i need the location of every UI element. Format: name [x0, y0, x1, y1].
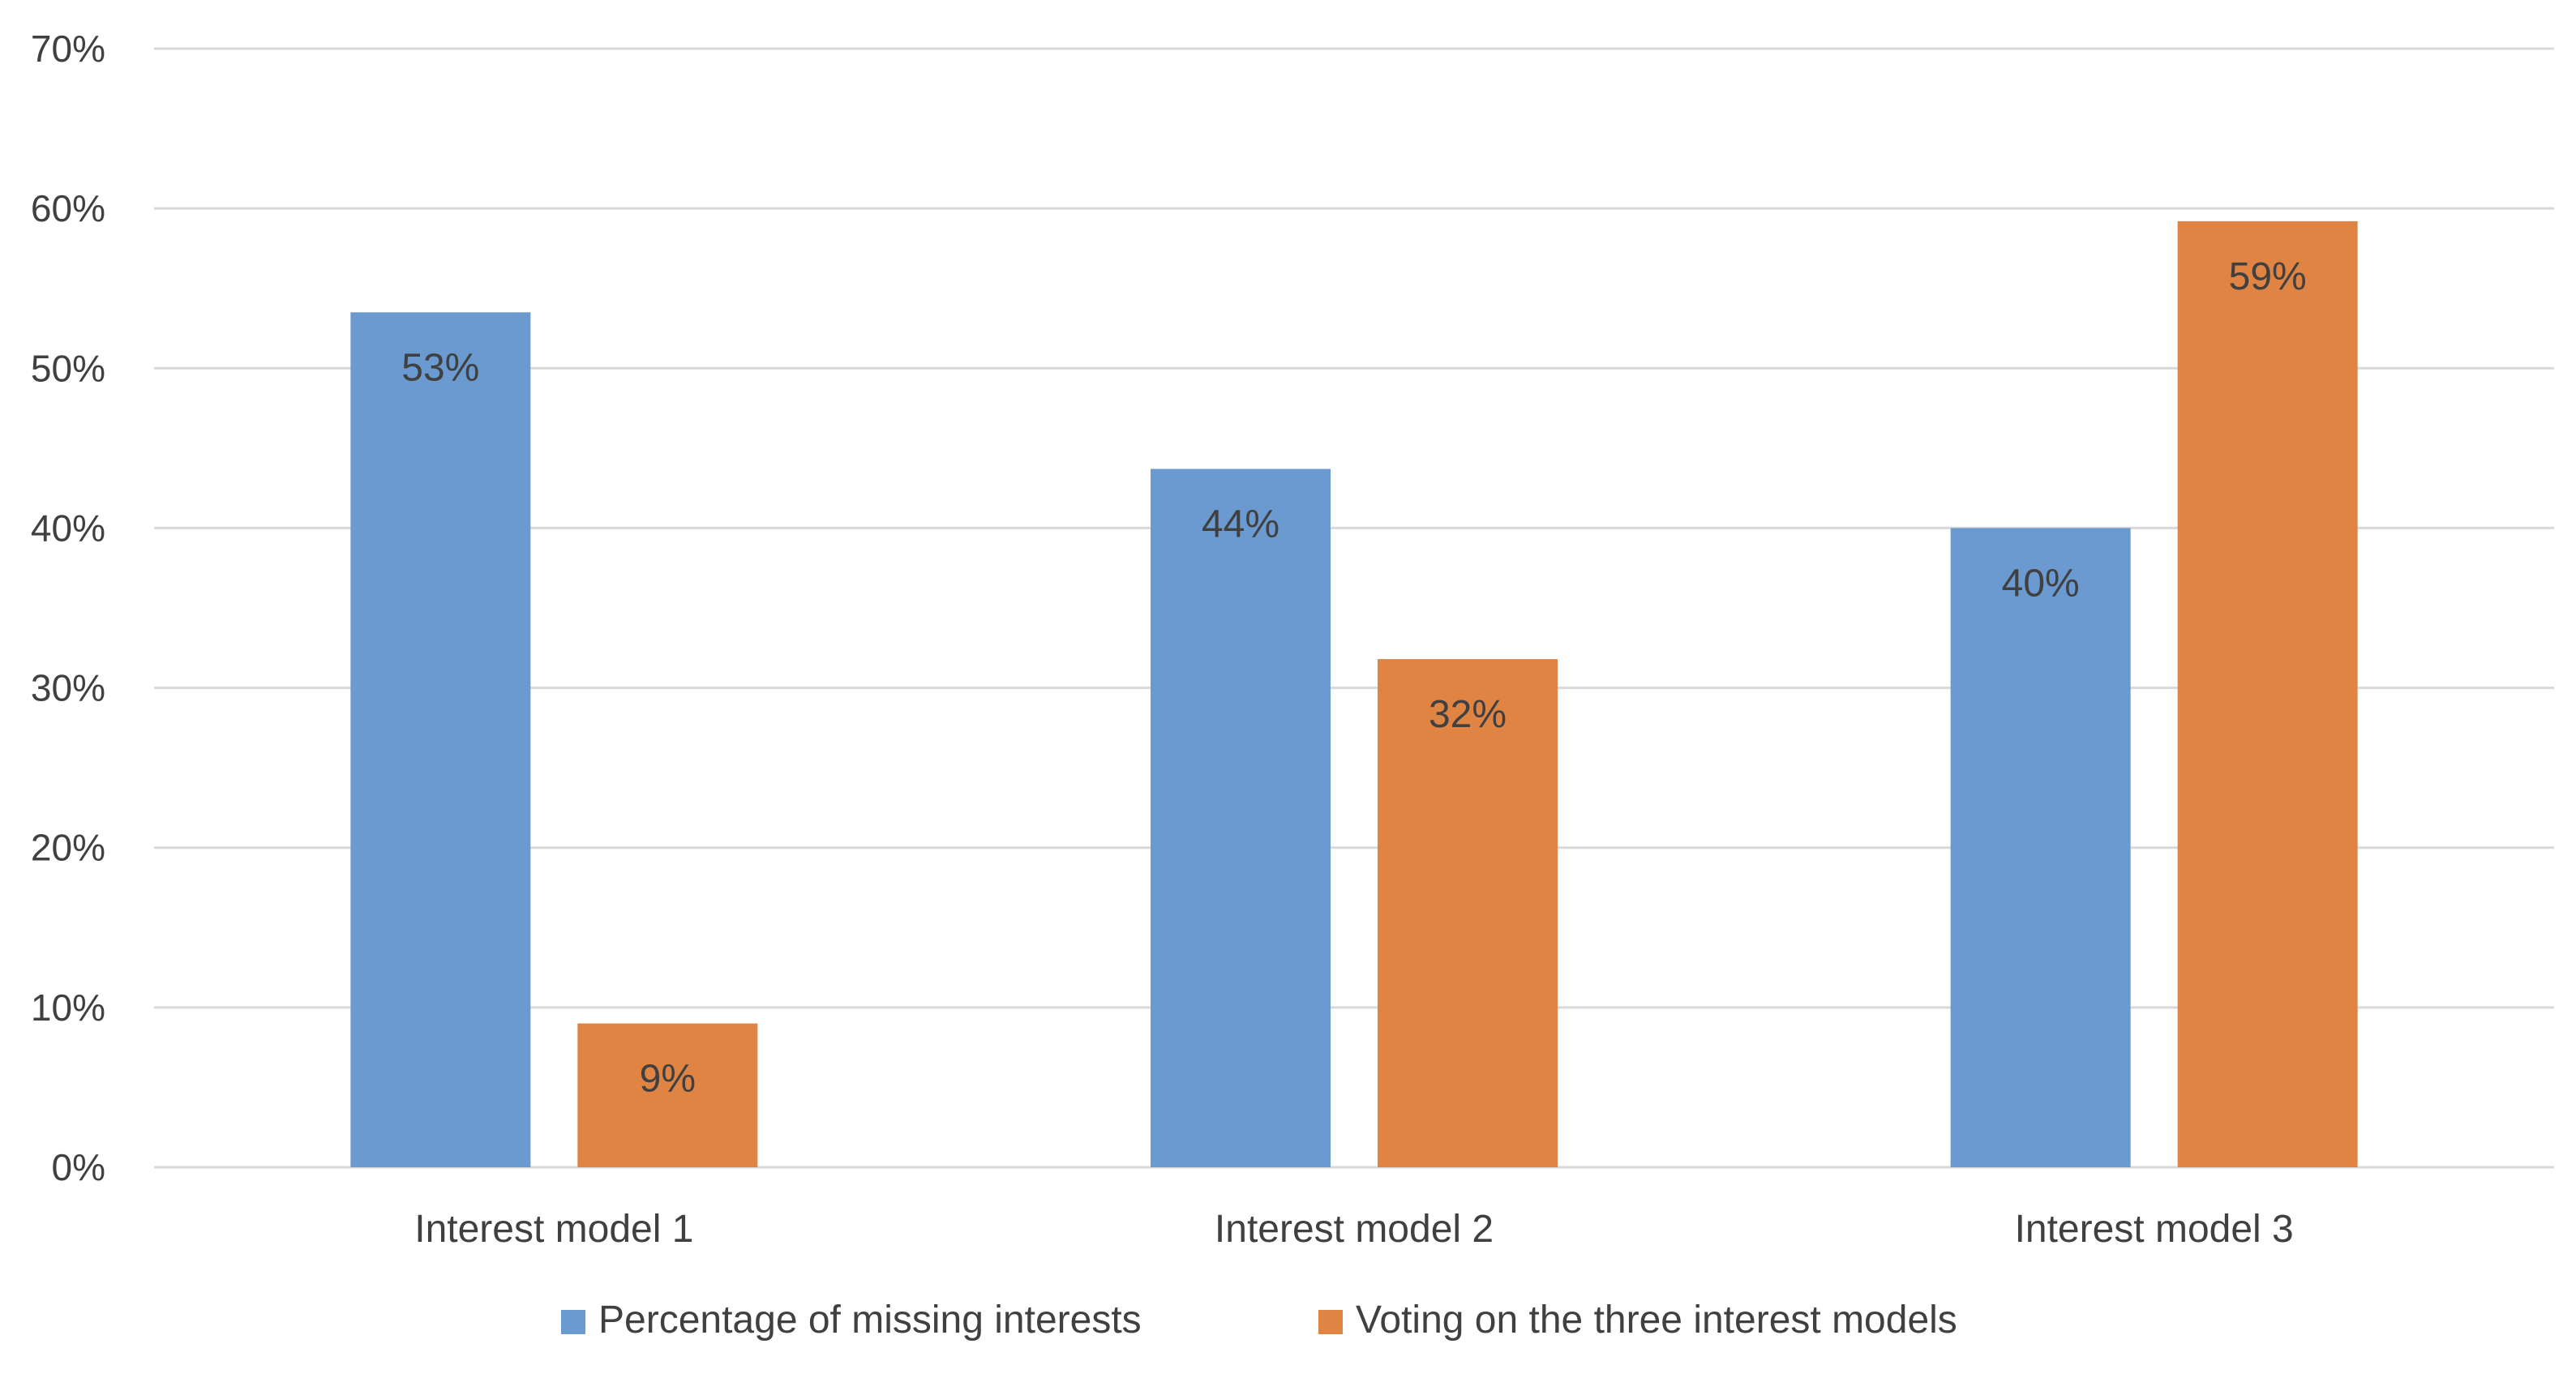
y-tick-label: 0%	[52, 1146, 105, 1188]
data-label: 32%	[1429, 693, 1507, 736]
bar-missing-interests-3	[1950, 528, 2131, 1167]
bar-missing-interests-2	[1151, 469, 1331, 1167]
x-tick-label: Interest model 2	[1215, 1208, 1494, 1251]
y-tick-label: 40%	[31, 507, 105, 549]
y-tick-label: 30%	[31, 667, 105, 709]
x-tick-label: Interest model 1	[414, 1208, 693, 1251]
data-label: 40%	[2002, 562, 2080, 605]
y-axis-tick-labels: 0% 10% 20% 30% 40% 50% 60% 70%	[31, 28, 105, 1188]
bar-voting-1	[577, 1023, 758, 1167]
data-label: 44%	[1202, 503, 1279, 546]
data-labels: 53% 9% 44% 32% 40% 59%	[401, 255, 2306, 1101]
bars	[350, 220, 2358, 1168]
bar-voting-2	[1378, 659, 1558, 1167]
legend-label: Percentage of missing interests	[598, 1299, 1142, 1342]
data-label: 53%	[401, 346, 479, 389]
bar-voting-3	[2177, 220, 2358, 1167]
y-tick-label: 60%	[31, 187, 105, 229]
data-label: 9%	[640, 1058, 696, 1101]
y-tick-label: 20%	[31, 827, 105, 869]
x-axis-tick-labels: Interest model 1 Interest model 2 Interest…	[414, 1208, 2294, 1251]
legend-label: Voting on the three interest models	[1356, 1299, 1957, 1342]
x-tick-label: Interest model 3	[2015, 1208, 2294, 1251]
legend-swatch	[561, 1310, 585, 1334]
data-label: 59%	[2229, 255, 2307, 298]
y-tick-label: 70%	[31, 28, 105, 70]
y-tick-label: 10%	[31, 986, 105, 1029]
y-tick-label: 50%	[31, 347, 105, 389]
legend-swatch	[1318, 1310, 1343, 1334]
gridlines	[154, 47, 2554, 1169]
bar-missing-interests-1	[350, 312, 531, 1168]
legend: Percentage of missing interests Voting on…	[561, 1299, 1957, 1342]
